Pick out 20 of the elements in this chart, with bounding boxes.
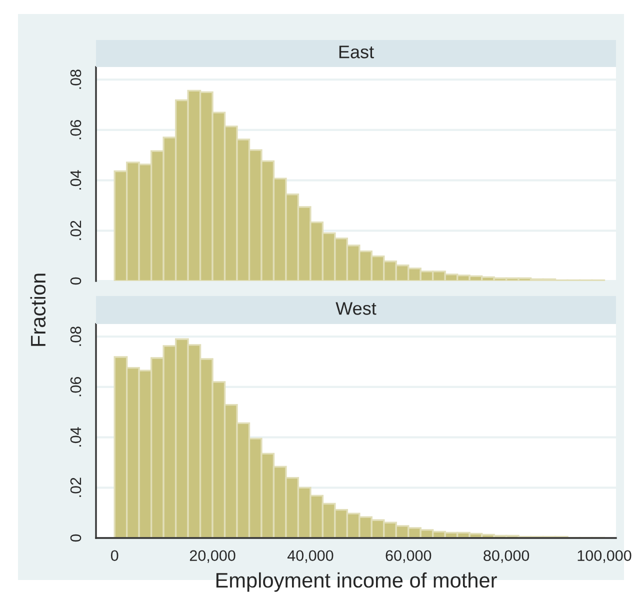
- y-tick-label: .08: [70, 326, 82, 346]
- y-tick-label: .04: [70, 427, 82, 447]
- x-tick-label: 80,000: [484, 550, 530, 563]
- x-axis-title: Employment income of mother: [216, 572, 497, 592]
- y-tick-label: .04: [70, 170, 82, 190]
- x-tick-label: 60,000: [386, 550, 432, 563]
- y-tick-label: .08: [70, 70, 82, 89]
- x-tick-label: 100,000: [578, 550, 632, 563]
- chart-title: West: [336, 302, 376, 315]
- y-tick-label: .02: [70, 220, 82, 240]
- x-tick-label: 0: [110, 550, 118, 562]
- y-tick-label: .06: [70, 376, 82, 396]
- y-tick-label: .02: [70, 478, 82, 497]
- y-tick-label: .06: [70, 120, 82, 140]
- y-axis-title: Fraction: [30, 274, 46, 346]
- x-tick-label: 20,000: [190, 550, 236, 563]
- chart-title: East: [339, 46, 374, 58]
- y-tick-label: 0: [70, 534, 82, 542]
- x-tick-label: 40,000: [287, 550, 334, 563]
- y-tick-label: 0: [70, 277, 82, 285]
